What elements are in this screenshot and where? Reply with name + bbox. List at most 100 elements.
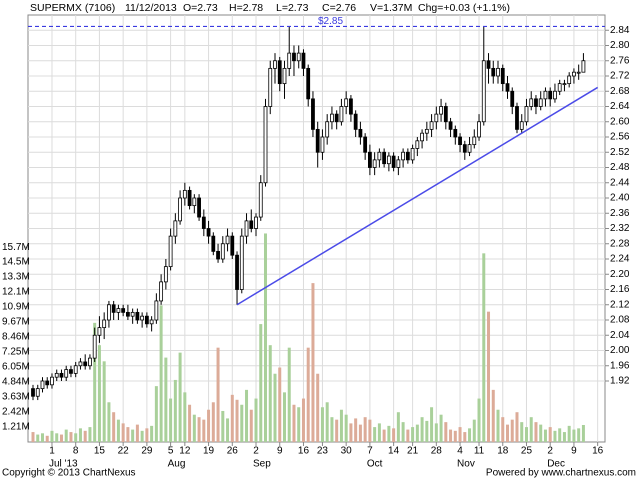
- candle-body: [491, 67, 496, 77]
- y-tick-label: 1.92: [610, 376, 630, 387]
- x-tick-label: 18: [497, 446, 509, 457]
- volume-bar: [154, 386, 158, 442]
- volume-bar: [169, 398, 173, 442]
- y-tick-label: 2.76: [610, 55, 630, 66]
- candle-body: [519, 121, 524, 130]
- candle-body: [330, 113, 334, 123]
- candle-body: [334, 113, 339, 123]
- y-tick-label: 2.28: [610, 238, 630, 249]
- volume-bar: [434, 423, 438, 442]
- candle-body: [320, 136, 325, 153]
- x-tick-label: 25: [521, 446, 533, 457]
- volume-bar: [534, 422, 538, 442]
- candle-body: [258, 182, 263, 218]
- x-tick-label: 26: [227, 446, 239, 457]
- candle-body: [111, 304, 116, 313]
- volume: V=1.37M: [370, 2, 412, 14]
- candle-body: [405, 151, 410, 161]
- volume-tick-label: 6.05M: [2, 362, 30, 373]
- candle-body: [292, 52, 296, 62]
- candle-body: [287, 52, 292, 69]
- candle-body: [220, 243, 225, 260]
- candle-body: [543, 90, 548, 100]
- candle-body: [73, 365, 78, 374]
- volume-bar: [83, 430, 87, 442]
- volume-bar: [553, 430, 557, 442]
- candle-body: [197, 197, 201, 218]
- candle-body: [230, 235, 235, 256]
- x-tick-label: 9: [571, 446, 577, 457]
- volume-bar: [506, 424, 509, 442]
- volume-bar: [311, 283, 315, 442]
- volume-bar: [178, 352, 182, 442]
- candle-body: [64, 369, 69, 378]
- x-tick-label: 21: [407, 446, 419, 457]
- month-label: Oct: [367, 459, 383, 470]
- volume-bar: [183, 392, 187, 442]
- volume-bar: [401, 422, 405, 442]
- x-tick-label: 1: [49, 446, 55, 457]
- volume-bar: [373, 427, 377, 442]
- volume-bar: [50, 430, 54, 442]
- y-tick-label: 2.64: [610, 101, 630, 112]
- volume-tick-label: 3.63M: [2, 392, 30, 403]
- candle-body: [467, 144, 472, 153]
- candle-body: [282, 67, 287, 85]
- x-tick-label: 19: [203, 446, 215, 457]
- candle-body: [562, 83, 567, 86]
- candle-body: [453, 128, 458, 138]
- volume-bar: [406, 429, 410, 442]
- month-label: Nov: [457, 459, 475, 470]
- candle-body: [472, 136, 477, 146]
- candle-body: [576, 71, 581, 74]
- volume-bar: [135, 424, 139, 442]
- volume-tick-label: 7.25M: [2, 347, 30, 358]
- candle-body: [239, 235, 244, 290]
- volume-bar: [287, 347, 291, 442]
- volume-bar: [121, 423, 125, 442]
- volume-bar: [567, 425, 571, 442]
- volume-tick-label: 13.3M: [2, 272, 30, 283]
- header: SUPERMX (7106) 11/12/2013 O=2.73 H=2.78 …: [30, 2, 510, 14]
- volume-bar: [487, 311, 491, 442]
- y-tick-label: 2.00: [610, 345, 630, 356]
- candle-body: [88, 357, 92, 367]
- y-tick-label: 1.96: [610, 360, 630, 371]
- volume-bar: [458, 427, 462, 442]
- candle-body: [434, 113, 439, 123]
- y-tick-label: 2.04: [610, 330, 630, 341]
- x-tick-label: 16: [298, 446, 310, 457]
- volume-bar: [192, 414, 196, 442]
- volume-bar: [548, 427, 552, 442]
- candle-body: [296, 52, 301, 62]
- y-tick-label: 2.72: [610, 71, 630, 82]
- volume-bar: [562, 432, 566, 442]
- candle-body: [344, 98, 349, 107]
- candle-body: [83, 361, 88, 367]
- candle-body: [424, 128, 429, 134]
- close: C=2.76: [322, 2, 356, 14]
- y-tick-label: 2.80: [610, 40, 630, 51]
- candle-body: [107, 304, 111, 321]
- candle-body: [173, 220, 178, 237]
- candle-body: [325, 121, 330, 138]
- volume-bar: [74, 433, 78, 442]
- candle-body: [510, 90, 515, 107]
- candle-body: [182, 189, 187, 199]
- volume-bar: [126, 427, 130, 442]
- candle-body: [500, 67, 505, 85]
- candle-body: [477, 121, 481, 138]
- x-tick-label: 7: [367, 446, 373, 457]
- volume-bar: [202, 419, 206, 442]
- volume-bar: [93, 322, 97, 442]
- volume-bar: [116, 419, 120, 442]
- volume-tick-label: 4.84M: [2, 377, 30, 388]
- candle-body: [54, 372, 59, 378]
- candle-body: [45, 380, 50, 386]
- candle-body: [505, 83, 510, 92]
- volume-bar: [572, 429, 576, 442]
- volume-bar: [292, 404, 296, 442]
- candle-body: [486, 60, 491, 69]
- candle-body: [386, 155, 391, 165]
